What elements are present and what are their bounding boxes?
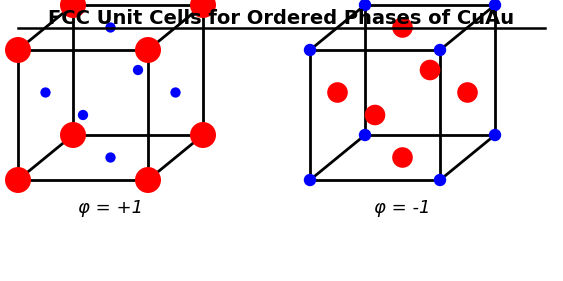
Point — [370, 113, 379, 117]
Point — [306, 48, 315, 52]
Point — [171, 90, 180, 95]
Point — [41, 90, 50, 95]
Point — [144, 178, 153, 182]
Point — [360, 3, 369, 7]
Point — [199, 133, 208, 137]
Text: φ = -1: φ = -1 — [374, 199, 431, 217]
Point — [133, 68, 142, 72]
Point — [306, 178, 315, 182]
Point — [78, 113, 87, 117]
Point — [14, 178, 23, 182]
Point — [69, 133, 78, 137]
Point — [360, 133, 369, 137]
Point — [436, 48, 445, 52]
Point — [69, 3, 78, 7]
Point — [426, 68, 435, 72]
Text: FCC Unit Cells for Ordered Phases of CuAu: FCC Unit Cells for Ordered Phases of CuA… — [48, 8, 515, 28]
Point — [463, 90, 472, 95]
Text: φ = +1: φ = +1 — [78, 199, 143, 217]
Point — [106, 155, 115, 160]
Point — [333, 90, 342, 95]
Point — [199, 3, 208, 7]
Point — [490, 133, 499, 137]
Point — [490, 3, 499, 7]
Point — [398, 25, 407, 30]
Point — [14, 48, 23, 52]
Point — [106, 25, 115, 30]
Point — [398, 155, 407, 160]
Point — [144, 48, 153, 52]
Point — [436, 178, 445, 182]
